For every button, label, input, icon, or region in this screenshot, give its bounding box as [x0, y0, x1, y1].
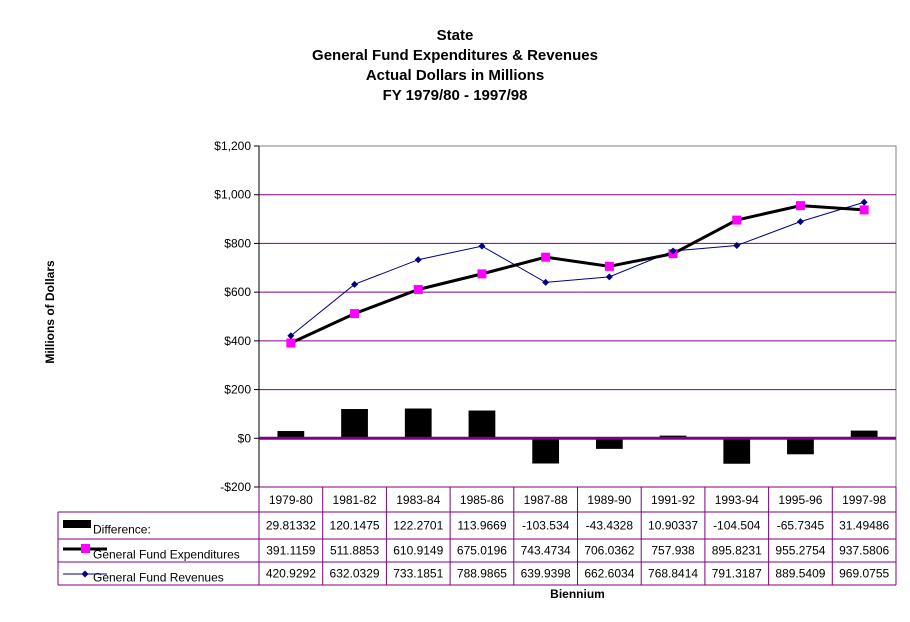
legend-series-name: General Fund Revenues	[93, 571, 224, 585]
y-tick-label: $200	[224, 383, 251, 397]
legend-key-revenues-marker	[81, 570, 89, 578]
expenditures-point	[604, 261, 614, 271]
revenues-point	[542, 278, 550, 286]
revenues-point	[733, 242, 741, 250]
revenues-point	[287, 332, 295, 340]
table-value: 937.5806	[839, 544, 889, 558]
revenues-point	[669, 247, 677, 255]
table-value: -104.504	[713, 519, 761, 533]
y-tick-label: -$200	[220, 480, 251, 494]
y-tick-label: $600	[224, 285, 251, 299]
revenues-point	[860, 198, 868, 206]
category-label: 1979-80	[269, 493, 313, 507]
table-value: 733.1851	[393, 567, 443, 581]
revenues-point	[414, 256, 422, 264]
y-tick-label: $400	[224, 334, 251, 348]
table-value: 969.0755	[839, 567, 889, 581]
expenditures-point	[859, 205, 869, 215]
y-tick-label: $800	[224, 236, 251, 250]
table-value: 511.8853	[330, 544, 379, 558]
chart-title-line-2: General Fund Expenditures & Revenues	[312, 47, 598, 64]
difference-bar	[532, 438, 560, 464]
table-value: 420.9292	[266, 567, 316, 581]
category-label: 1993-94	[715, 493, 759, 507]
y-tick-label: $1,000	[214, 188, 251, 202]
table-value: 113.9669	[457, 519, 506, 533]
table-value: -103.534	[522, 519, 570, 533]
revenues-point	[605, 273, 613, 281]
table-value: 895.8231	[712, 544, 762, 558]
category-label: 1997-98	[842, 493, 886, 507]
table-value: 29.81332	[266, 519, 316, 533]
expenditures-point	[477, 269, 487, 279]
expenditures-point	[795, 201, 805, 211]
difference-bar	[277, 431, 305, 439]
expenditures-line	[290, 204, 865, 345]
table-value: 743.4734	[521, 544, 571, 558]
category-label: 1995-96	[778, 493, 822, 507]
category-label: 1983-84	[396, 493, 440, 507]
difference-bar	[468, 410, 496, 439]
x-axis-label: Biennium	[550, 587, 605, 601]
y-tick-label: $1,200	[214, 139, 251, 153]
table-value: 10.90337	[648, 519, 698, 533]
category-label: 1989-90	[587, 493, 631, 507]
expenditures-point	[732, 215, 742, 225]
table-value: 889.5409	[775, 567, 825, 581]
chart-title-line-3: Actual Dollars in Millions	[365, 67, 545, 84]
difference-bar	[341, 409, 368, 439]
expenditures-point	[350, 309, 360, 319]
table-value: 122.2701	[393, 519, 443, 533]
difference-bar	[723, 438, 751, 464]
table-value: 791.3187	[712, 567, 762, 581]
expenditures-point	[286, 338, 296, 348]
category-label: 1987-88	[524, 493, 568, 507]
difference-bar	[595, 438, 623, 449]
table-value: 632.0329	[330, 567, 380, 581]
revenues-point	[796, 218, 804, 226]
revenues-point	[351, 280, 359, 288]
expenditures-point	[413, 284, 423, 294]
revenues-line	[290, 201, 865, 337]
table-value: 662.6034	[584, 567, 634, 581]
table-value: -43.4328	[586, 519, 634, 533]
y-tick-label: $0	[238, 431, 252, 445]
difference-bar	[850, 430, 878, 439]
table-value: -65.7345	[777, 519, 825, 533]
table-value: 639.9398	[521, 567, 571, 581]
table-value: 391.1159	[266, 544, 315, 558]
table-value: 706.0362	[584, 544, 634, 558]
table-value: 788.9865	[457, 567, 507, 581]
table-value: 610.9149	[393, 544, 443, 558]
table-value: 675.0196	[457, 544, 507, 558]
table-value: 955.2754	[775, 544, 825, 558]
table-value: 120.1475	[330, 519, 380, 533]
legend-series-name: General Fund Expenditures	[93, 548, 240, 562]
legend-key-difference	[63, 520, 91, 528]
expenditures-point	[541, 252, 551, 262]
category-label: 1991-92	[651, 493, 695, 507]
category-label: 1985-86	[460, 493, 504, 507]
table-value: 757.938	[651, 544, 695, 558]
table-value: 768.8414	[648, 567, 698, 581]
chart-title-line-4: FY 1979/80 - 1997/98	[382, 87, 528, 104]
difference-bar	[787, 438, 814, 455]
revenues-point	[478, 242, 486, 250]
difference-bar	[404, 408, 432, 439]
chart-title-line-1: State	[436, 27, 474, 44]
legend-series-name: Difference:	[93, 523, 151, 537]
legend-key-expenditures-marker	[81, 544, 90, 553]
table-value: 31.49486	[839, 519, 889, 533]
category-label: 1981-82	[333, 493, 377, 507]
